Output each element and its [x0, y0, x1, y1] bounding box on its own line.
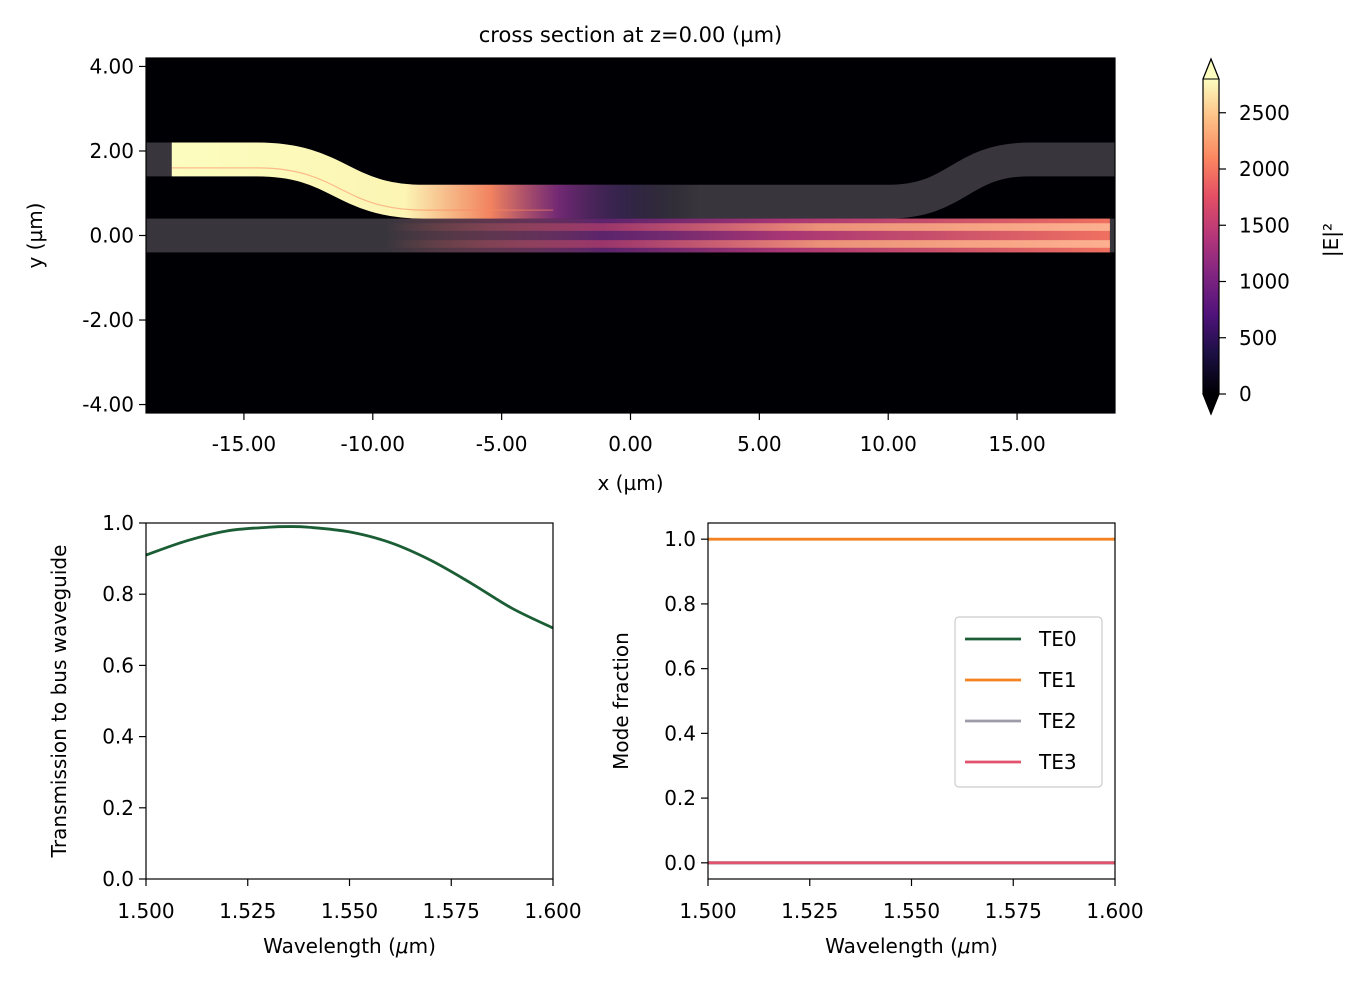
coupler-field — [171, 142, 786, 219]
x-tick-label: 10.00 — [860, 432, 917, 456]
colorbar: 0 500 1000 1500 2000 2500 |E|² — [1202, 57, 1343, 416]
legend-box — [954, 616, 1103, 788]
mode-fraction-panel: 1.500 1.525 1.550 1.575 1.600 0.00.20.40.60.… — [609, 522, 1144, 958]
y-tick-label: 0.8 — [664, 592, 696, 616]
colorbar-tick-label: 1500 — [1239, 213, 1290, 237]
x-tick-label: 1.600 — [1086, 899, 1143, 923]
legend-label: TE0 — [1038, 627, 1077, 651]
y-tick-label: -2.00 — [82, 308, 134, 332]
colorbar-ticks: 0 500 1000 1500 2000 2500 — [1219, 101, 1290, 406]
chart-title: cross section at z=0.00 (µm) — [479, 23, 782, 47]
y-tick-label: 2.00 — [89, 139, 134, 163]
mode-fraction-series — [708, 537, 1115, 865]
series-line-transmission — [145, 525, 554, 630]
colorbar-extend-top — [1202, 57, 1220, 80]
x-axis-label: Wavelength (μm) — [825, 934, 998, 958]
x-tick-label: 1.550 — [321, 899, 378, 923]
x-axis-label: x (µm) — [597, 471, 663, 495]
colorbar-tick-label: 500 — [1239, 326, 1277, 350]
x-tick-label: 0.00 — [608, 432, 653, 456]
x-axis: -15.00 -10.00 -5.00 0.00 5.00 10.00 15.00 — [212, 413, 1046, 456]
colorbar-label: |E|² — [1319, 223, 1343, 257]
colorbar-tick-label: 2500 — [1239, 101, 1290, 125]
x-axis-label: Wavelength (μm) — [263, 934, 436, 958]
x-tick-label: 15.00 — [988, 432, 1045, 456]
transmission-series — [145, 525, 554, 630]
x-tick-label: -10.00 — [341, 432, 405, 456]
x-tick-label: 1.500 — [117, 899, 174, 923]
x-tick-label: 1.575 — [985, 899, 1042, 923]
y-tick-label: 0.4 — [664, 721, 696, 745]
y-tick-label: 1.0 — [664, 527, 696, 551]
legend-label: TE2 — [1038, 709, 1077, 733]
y-axis: 0.0 0.2 0.4 0.6 0.8 1.0 — [102, 511, 146, 891]
colorbar-gradient — [1203, 79, 1219, 394]
cross-section-panel: cross section at z=0.00 (µm) -15.00 -10.0… — [23, 23, 1343, 495]
bus-field-lobe-lower — [385, 240, 1110, 248]
y-axis-label: Transmission to bus waveguide — [47, 545, 71, 859]
bus-field-lobe-upper — [385, 223, 1110, 231]
legend-label: TE1 — [1038, 668, 1077, 692]
colorbar-tick-label: 2000 — [1239, 157, 1290, 181]
x-tick-label: 1.525 — [781, 899, 838, 923]
x-tick-label: 1.575 — [423, 899, 480, 923]
y-tick-label: -4.00 — [82, 393, 134, 417]
y-axis: 4.00 2.00 0.00 -2.00 -4.00 — [82, 54, 146, 417]
transmission-axes-frame — [145, 522, 554, 880]
x-axis: 1.500 1.525 1.550 1.575 1.600 — [117, 879, 582, 923]
x-tick-label: 5.00 — [737, 432, 782, 456]
y-axis-label: Mode fraction — [609, 632, 633, 770]
x-tick-label: 1.600 — [524, 899, 581, 923]
y-tick-label: 4.00 — [89, 54, 134, 78]
y-tick-label: 0.8 — [102, 582, 134, 606]
x-tick-label: 1.525 — [219, 899, 276, 923]
y-tick-label: 0.00 — [89, 224, 134, 248]
colorbar-tick-label: 0 — [1239, 382, 1252, 406]
x-tick-label: -5.00 — [476, 432, 528, 456]
y-tick-label: 0.6 — [102, 653, 134, 677]
x-tick-label: 1.550 — [883, 899, 940, 923]
y-tick-label: 0.6 — [664, 657, 696, 681]
x-axis: 1.500 1.525 1.550 1.575 1.600 — [679, 879, 1144, 923]
x-tick-label: -15.00 — [212, 432, 276, 456]
y-tick-label: 1.0 — [102, 511, 134, 535]
y-tick-label: 0.0 — [664, 851, 696, 875]
legend: TE0 TE1 TE2 TE3 — [954, 616, 1103, 788]
coupler-field-edge — [171, 167, 554, 211]
y-tick-label: 0.0 — [102, 867, 134, 891]
y-axis-label: y (µm) — [23, 202, 47, 268]
legend-label: TE3 — [1038, 750, 1077, 774]
y-tick-label: 0.2 — [664, 786, 696, 810]
colorbar-extend-bottom — [1202, 393, 1220, 416]
x-tick-label: 1.500 — [679, 899, 736, 923]
y-axis: 0.0 0.2 0.4 0.6 0.8 1.0 — [664, 527, 708, 875]
colorbar-tick-label: 1000 — [1239, 270, 1290, 294]
transmission-panel: 1.500 1.525 1.550 1.575 1.600 0.00.20.40.60.… — [47, 511, 582, 958]
y-tick-label: 0.4 — [102, 725, 134, 749]
y-tick-label: 0.2 — [102, 796, 134, 820]
